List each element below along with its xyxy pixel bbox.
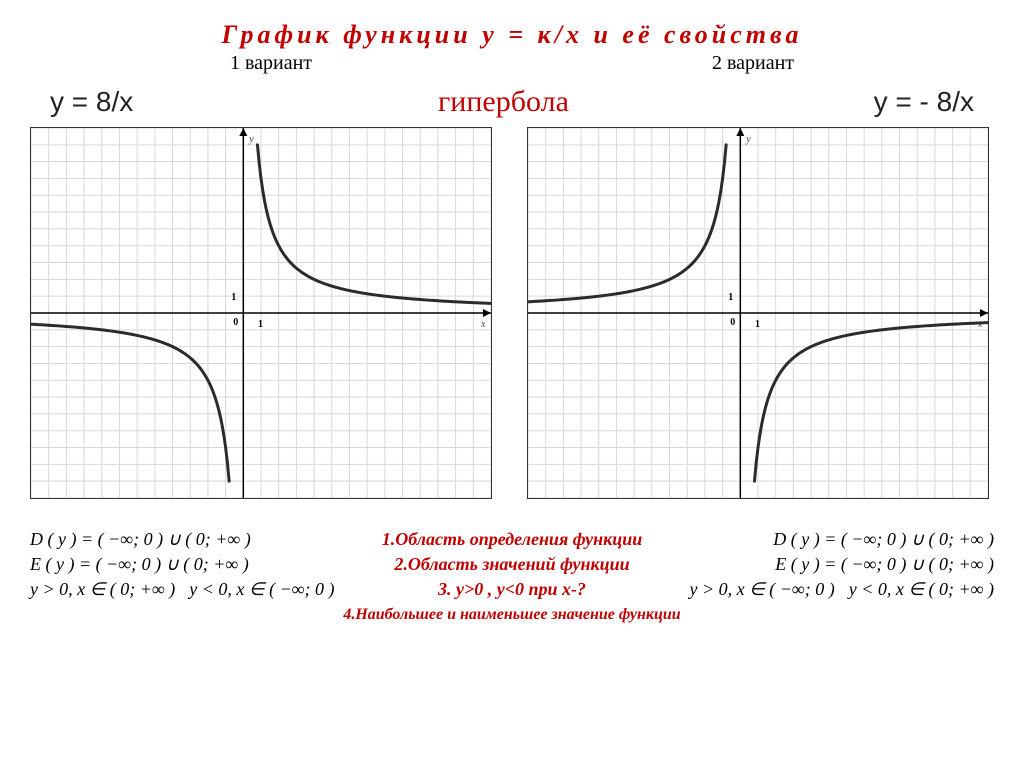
center-label: гипербола <box>438 85 569 119</box>
charts-row: y x 0 1 1 y x 0 1 1 <box>30 127 994 499</box>
property-row-2: E ( y ) = ( −∞; 0 ) ∪ ( 0; +∞ ) 2.Област… <box>30 554 994 575</box>
sign-right-a: y > 0, x ∈ ( −∞; 0 ) <box>689 579 834 600</box>
sign-right-b: y < 0, x ∈ ( 0; +∞ ) <box>849 579 994 600</box>
property-1-label: 1.Область определения функции <box>314 529 711 550</box>
range-right: E ( y ) = ( −∞; 0 ) ∪ ( 0; +∞ ) <box>710 554 994 575</box>
svg-text:1: 1 <box>755 319 760 330</box>
svg-text:y: y <box>745 134 751 145</box>
svg-text:0: 0 <box>730 317 735 328</box>
chart-right: yx011 <box>527 127 994 499</box>
property-2-label: 2.Область значений функции <box>314 554 711 575</box>
range-left: E ( y ) = ( −∞; 0 ) ∪ ( 0; +∞ ) <box>30 554 314 575</box>
variants-row: 1 вариант 2 вариант <box>30 52 994 75</box>
svg-text:y: y <box>248 134 254 145</box>
sign-left: y > 0, x ∈ ( 0; +∞ ) y < 0, x ∈ ( −∞; 0 … <box>30 579 362 600</box>
equation-right: y = - 8/x <box>874 86 974 118</box>
domain-right: D ( y ) = ( −∞; 0 ) ∪ ( 0; +∞ ) <box>710 529 994 550</box>
svg-text:0: 0 <box>233 317 238 328</box>
equation-row: y = 8/x гипербола y = - 8/x <box>30 85 994 119</box>
svg-text:x: x <box>480 319 486 330</box>
properties: D ( y ) = ( −∞; 0 ) ∪ ( 0; +∞ ) 1.Област… <box>30 529 994 624</box>
variant-right: 2 вариант <box>712 52 794 75</box>
domain-left: D ( y ) = ( −∞; 0 ) ∪ ( 0; +∞ ) <box>30 529 314 550</box>
chart-left: y x 0 1 1 <box>30 127 497 499</box>
sign-right: y > 0, x ∈ ( −∞; 0 ) y < 0, x ∈ ( 0; +∞ … <box>662 579 994 600</box>
svg-text:1: 1 <box>728 292 733 303</box>
variant-left: 1 вариант <box>230 52 312 75</box>
svg-text:1: 1 <box>231 292 236 303</box>
property-row-1: D ( y ) = ( −∞; 0 ) ∪ ( 0; +∞ ) 1.Област… <box>30 529 994 550</box>
property-3-label: 3. y>0 , y<0 при x-? <box>362 579 661 600</box>
page-title: График функции y = к/x и её свойства <box>30 20 994 50</box>
equation-left: y = 8/x <box>50 86 133 118</box>
svg-text:1: 1 <box>258 319 263 330</box>
property-row-3: y > 0, x ∈ ( 0; +∞ ) y < 0, x ∈ ( −∞; 0 … <box>30 579 994 600</box>
sign-left-a: y > 0, x ∈ ( 0; +∞ ) <box>30 579 175 600</box>
property-4-label: 4.Наибольшее и наименьшее значение функц… <box>30 606 994 624</box>
sign-left-b: y < 0, x ∈ ( −∞; 0 ) <box>189 579 334 600</box>
